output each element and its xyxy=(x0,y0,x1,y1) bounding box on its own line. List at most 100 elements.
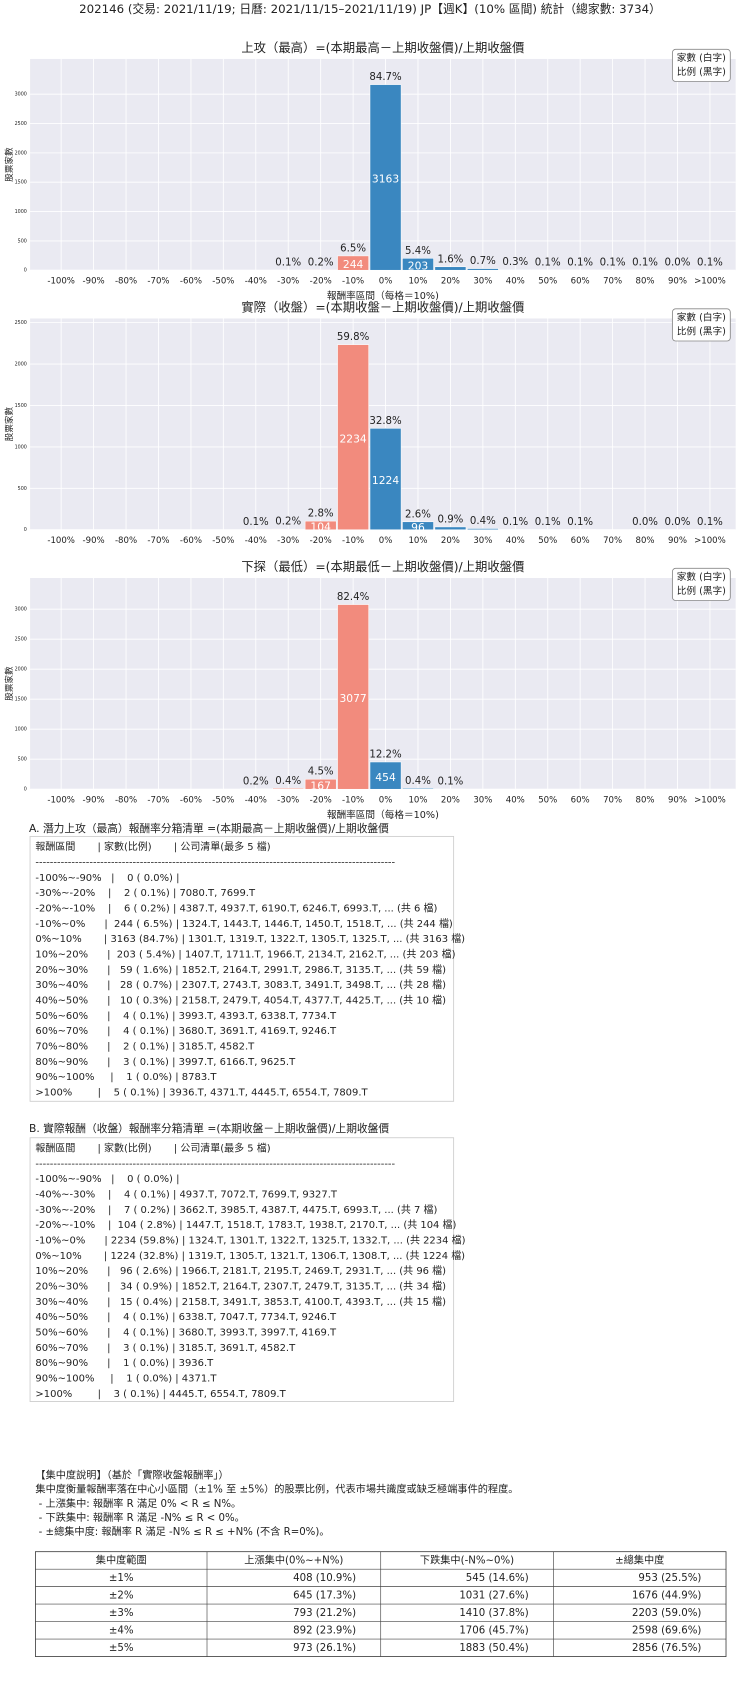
x-tick-label: 90% xyxy=(668,536,687,546)
list-line: 報酬區間 | 家數(比例) | 公司清單(最多 5 檔) xyxy=(35,840,270,853)
y-tick-label: 0 xyxy=(24,527,27,533)
list-line: 0%~10% | 3163 (84.7%) | 1301.T, 1319.T, … xyxy=(35,932,465,945)
bar xyxy=(369,761,402,790)
y-tick-label: 2000 xyxy=(15,150,27,156)
share-label: 0.1% xyxy=(697,517,723,528)
y-tick-label: 1000 xyxy=(15,209,27,215)
count-label: 3163 xyxy=(372,173,399,186)
table-cell: 892 (23.9%) xyxy=(293,1625,356,1636)
x-tick-label: 80% xyxy=(636,536,655,546)
plot-area xyxy=(30,577,736,790)
x-tick-label: -90% xyxy=(83,276,105,286)
x-tick-label: 30% xyxy=(473,536,492,546)
y-tick-label: 1500 xyxy=(15,403,27,409)
count-label: 3077 xyxy=(339,692,366,705)
legend-box xyxy=(671,567,731,601)
list-line: 10%~20% | 203 ( 5.4%) | 1407.T, 1711.T, … xyxy=(35,947,455,960)
legend-text: 比例 (黑字) xyxy=(677,325,726,337)
table-cell: 953 (25.5%) xyxy=(638,1573,701,1584)
share-label: 0.1% xyxy=(502,517,528,528)
bar xyxy=(434,266,467,271)
x-tick-label: -40% xyxy=(245,276,267,286)
bar xyxy=(499,269,532,271)
count-label: 167 xyxy=(310,779,330,792)
y-tick-label: 2500 xyxy=(15,121,27,127)
x-tick-label: 60% xyxy=(571,536,590,546)
list-line: -20%~-10% | 6 ( 0.2%) | 4387.T, 4937.T, … xyxy=(35,901,437,914)
table-cell: 1883 (50.4%) xyxy=(459,1643,528,1654)
table-cell: 973 (26.1%) xyxy=(293,1643,356,1654)
x-tick-label: 50% xyxy=(538,536,557,546)
x-tick-label: 20% xyxy=(441,276,460,286)
x-tick-label: -10% xyxy=(342,795,364,805)
bar xyxy=(402,258,434,271)
legend-text: 家數 (白字) xyxy=(677,311,726,323)
x-tick-label: 50% xyxy=(538,276,557,286)
list-title: B. 實際報酬（收盤）報酬率分箱清單 =(本期收盤－上期收盤價)/上期收盤價 xyxy=(29,1122,389,1135)
list-line: 30%~40% | 15 ( 0.4%) | 2158.T, 3491.T, 3… xyxy=(35,1295,446,1308)
table-header: 集中度範圍 xyxy=(96,1553,147,1566)
share-label: 0.2% xyxy=(243,776,269,787)
x-tick-label: 80% xyxy=(636,795,655,805)
table-cell: 545 (14.6%) xyxy=(466,1573,529,1584)
x-tick-label: -40% xyxy=(245,795,267,805)
x-tick-label: 60% xyxy=(571,795,590,805)
x-tick-label: 50% xyxy=(538,795,557,805)
table-cell: ±3% xyxy=(109,1608,134,1619)
list-line: 80%~90% | 1 ( 0.0%) | 3936.T xyxy=(35,1358,214,1369)
x-tick-label: >100% xyxy=(694,536,726,546)
x-tick-label: -70% xyxy=(147,536,169,546)
list-line: 90%~100% | 1 ( 0.0%) | 4371.T xyxy=(35,1373,217,1384)
table-cell: ±5% xyxy=(109,1643,134,1654)
x-tick-label: 0% xyxy=(379,795,393,805)
x-tick-label: -50% xyxy=(212,795,234,805)
count-label: 1224 xyxy=(372,474,399,487)
x-tick-label: -60% xyxy=(180,795,202,805)
table-cell: 2598 (69.6%) xyxy=(632,1625,701,1636)
share-label: 0.0% xyxy=(665,258,691,269)
list-line: -10%~0% | 244 ( 6.5%) | 1324.T, 1443.T, … xyxy=(35,917,452,930)
legend-box xyxy=(671,48,731,82)
x-tick-label: -20% xyxy=(310,536,332,546)
x-tick-label: -90% xyxy=(83,795,105,805)
share-label: 0.1% xyxy=(600,258,626,269)
list-line: -100%~-90% | 0 ( 0.0%) | xyxy=(35,873,179,884)
bar xyxy=(434,526,467,531)
table-cell: ±2% xyxy=(109,1590,134,1601)
y-tick-label: 0 xyxy=(24,268,27,274)
bar xyxy=(337,604,369,790)
list-line: 60%~70% | 4 ( 0.1%) | 3680.T, 3691.T, 41… xyxy=(35,1026,337,1037)
list-line: 報酬區間 | 家數(比例) | 公司清單(最多 5 檔) xyxy=(35,1141,270,1154)
list-title: A. 潛力上攻（最高）報酬率分箱清單 =(本期最高－上期收盤價)/上期收盤價 xyxy=(29,822,389,835)
count-label: 2234 xyxy=(339,432,366,445)
list-line: 90%~100% | 1 ( 0.0%) | 8783.T xyxy=(35,1072,217,1083)
x-tick-label: 0% xyxy=(379,276,393,286)
bar xyxy=(337,344,369,531)
table-header: ±總集中度 xyxy=(615,1553,664,1566)
table-cell: 793 (21.2%) xyxy=(293,1608,356,1619)
table-cell: 1706 (45.7%) xyxy=(459,1625,528,1636)
table-cell: 645 (17.3%) xyxy=(293,1590,356,1601)
table-header: 上漲集中(0%~+N%) xyxy=(244,1553,343,1566)
list-line: 40%~50% | 4 ( 0.1%) | 6338.T, 7047.T, 77… xyxy=(35,1312,337,1323)
x-tick-label: -70% xyxy=(147,795,169,805)
share-label: 0.0% xyxy=(665,517,691,528)
list-line: 70%~80% | 2 ( 0.1%) | 3185.T, 4582.T xyxy=(35,1041,255,1052)
bar xyxy=(402,521,434,531)
y-tick-label: 1500 xyxy=(15,180,27,186)
table-cell: 2203 (59.0%) xyxy=(632,1608,701,1619)
x-tick-label: 80% xyxy=(636,276,655,286)
x-tick-label: -60% xyxy=(180,536,202,546)
x-tick-label: 20% xyxy=(441,795,460,805)
list-line: 20%~30% | 59 ( 1.6%) | 1852.T, 2164.T, 2… xyxy=(35,963,446,976)
x-tick-label: -70% xyxy=(147,276,169,286)
x-tick-label: 70% xyxy=(603,536,622,546)
list-box xyxy=(29,1137,455,1402)
legend-text: 比例 (黑字) xyxy=(677,585,726,597)
x-tick-label: 30% xyxy=(473,795,492,805)
x-tick-label: -100% xyxy=(47,795,75,805)
list-line: 50%~60% | 4 ( 0.1%) | 3993.T, 4393.T, 63… xyxy=(35,1011,337,1022)
share-label: 0.1% xyxy=(632,258,658,269)
